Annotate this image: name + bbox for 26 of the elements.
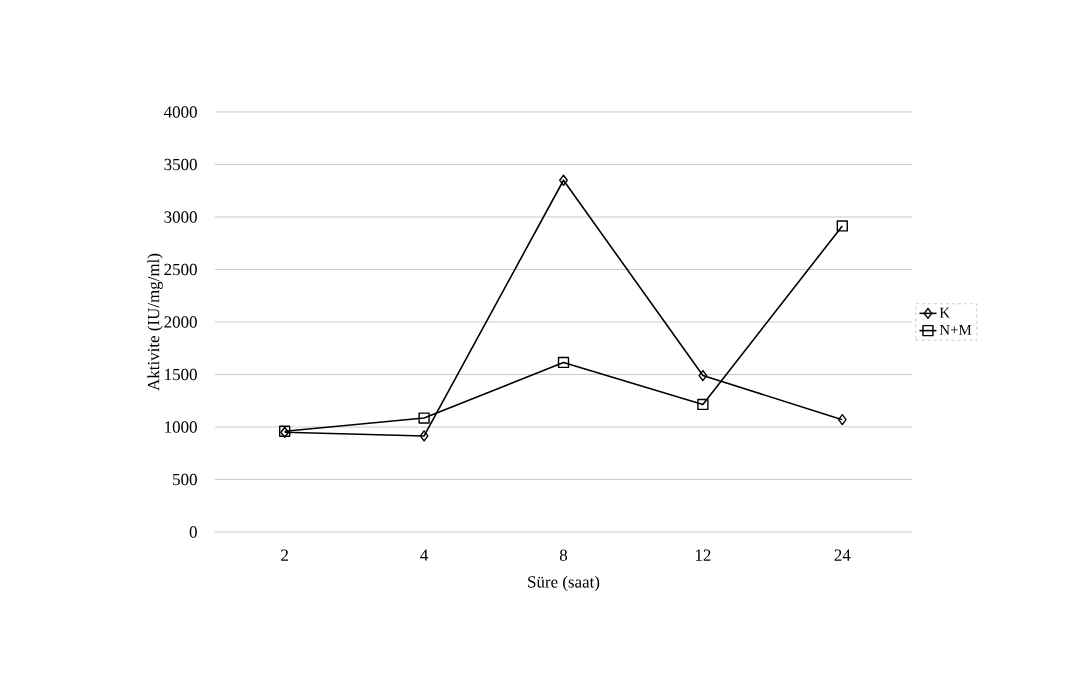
y-tick-label: 3000 — [164, 211, 197, 223]
y-tick-label: 500 — [173, 473, 197, 486]
y-tick-label: 0 — [189, 526, 197, 538]
x-axis-title: Süre (saat) — [528, 575, 600, 592]
point — [837, 413, 847, 426]
y-tick-label: 4000 — [163, 106, 197, 118]
point — [697, 398, 709, 411]
point — [559, 174, 568, 186]
y-tick-label: 2000 — [164, 316, 197, 328]
y-tick-label: 1500 — [165, 368, 197, 381]
y-tick-label: 2500 — [164, 263, 197, 276]
y-tick-label: 1000 — [165, 421, 197, 433]
legend-label: N+M — [939, 324, 972, 335]
point — [418, 412, 430, 424]
x-tick-label: 8 — [559, 549, 568, 561]
point — [836, 220, 848, 232]
y-axis-title: Aktivite (IU/mg/ml) — [147, 253, 163, 391]
x-tick-label: 4 — [420, 549, 429, 561]
point — [698, 369, 708, 382]
y-tick-label: 3500 — [164, 158, 197, 171]
point — [419, 430, 429, 442]
x-tick-label: 24 — [834, 549, 851, 561]
x-tick-label: 2 — [281, 549, 288, 561]
x-tick-label: 12 — [695, 549, 711, 561]
point — [557, 356, 570, 369]
legend-label: K — [939, 307, 950, 318]
